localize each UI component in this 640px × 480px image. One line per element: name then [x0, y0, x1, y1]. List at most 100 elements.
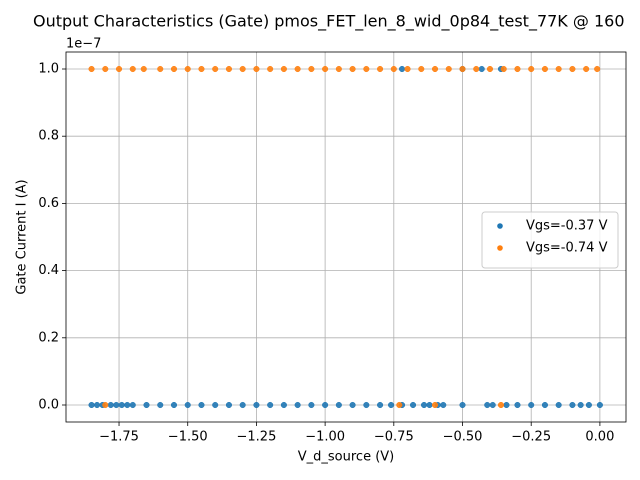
- point: [294, 65, 301, 73]
- point: [473, 65, 480, 73]
- y-tick-label: 1.0: [38, 62, 59, 77]
- point: [585, 401, 592, 409]
- point: [478, 65, 485, 73]
- point: [486, 65, 494, 73]
- x-tick-label: −1.25: [237, 430, 277, 445]
- point: [528, 401, 535, 409]
- point: [569, 401, 576, 409]
- point: [440, 401, 447, 409]
- point: [396, 401, 403, 409]
- y-tick-label: 0.8: [38, 129, 59, 144]
- point: [514, 401, 521, 409]
- point: [497, 401, 505, 409]
- point: [555, 65, 562, 73]
- x-tick-label: −1.75: [99, 430, 139, 445]
- plot-frame: [65, 51, 627, 423]
- point: [484, 401, 491, 409]
- point: [541, 65, 548, 73]
- point: [239, 65, 246, 73]
- point: [170, 401, 178, 409]
- point: [115, 65, 123, 73]
- point: [569, 65, 576, 73]
- point: [459, 65, 466, 73]
- x-tick-label: −1.00: [305, 430, 345, 445]
- point: [489, 401, 496, 409]
- legend-box: [481, 211, 619, 269]
- point: [514, 65, 521, 73]
- point: [157, 401, 164, 409]
- point: [267, 401, 274, 409]
- point: [431, 65, 439, 73]
- legend-label: Vgs=-0.74 V: [526, 241, 608, 256]
- point: [212, 401, 219, 409]
- point: [308, 401, 315, 409]
- point: [280, 401, 287, 409]
- point: [129, 401, 136, 409]
- point: [294, 401, 301, 409]
- point: [113, 401, 120, 409]
- point: [170, 65, 178, 73]
- point: [102, 401, 109, 409]
- point: [184, 401, 191, 409]
- point: [198, 65, 205, 73]
- point: [349, 401, 356, 409]
- point: [500, 65, 507, 73]
- point: [88, 65, 95, 73]
- y-tick-label: 0.6: [38, 196, 59, 211]
- point: [377, 65, 384, 73]
- point: [596, 401, 603, 409]
- point: [420, 401, 428, 409]
- y-tick-label: 0.0: [38, 397, 59, 412]
- point: [418, 65, 425, 73]
- point: [503, 401, 510, 409]
- point: [225, 401, 232, 409]
- point: [583, 65, 590, 73]
- point: [409, 401, 417, 409]
- point: [594, 65, 601, 73]
- point: [107, 401, 114, 409]
- point: [94, 401, 101, 409]
- y-tick-label: 0.2: [38, 330, 59, 345]
- legend-marker: [497, 245, 503, 251]
- point: [363, 401, 370, 409]
- x-tick-label: −0.25: [511, 430, 551, 445]
- point: [280, 65, 287, 73]
- point: [143, 401, 150, 409]
- x-axis-label: V_d_source (V): [298, 450, 394, 465]
- legend-label: Vgs=-0.37 V: [526, 219, 608, 234]
- point: [129, 65, 136, 73]
- point: [102, 65, 109, 73]
- point: [399, 65, 406, 73]
- point: [459, 401, 466, 409]
- chart-title: Output Characteristics (Gate) pmos_FET_l…: [33, 12, 625, 32]
- point: [445, 65, 452, 73]
- x-tick-label: 0.00: [585, 430, 614, 445]
- point: [404, 65, 411, 73]
- point: [140, 65, 147, 73]
- point: [349, 65, 356, 73]
- point: [377, 401, 384, 409]
- point: [239, 401, 246, 409]
- point: [431, 401, 439, 409]
- point: [308, 65, 315, 73]
- point: [212, 65, 219, 73]
- point: [118, 401, 125, 409]
- y-offset-label: 1e−7: [66, 37, 101, 52]
- point: [124, 401, 131, 409]
- point: [322, 65, 329, 73]
- point: [253, 65, 260, 73]
- legend-marker: [497, 223, 503, 229]
- x-tick-label: −1.50: [168, 430, 208, 445]
- point: [267, 65, 274, 73]
- point: [198, 401, 205, 409]
- point: [253, 401, 260, 409]
- point: [388, 401, 395, 409]
- point: [88, 401, 95, 409]
- point: [335, 401, 342, 409]
- point: [335, 65, 342, 73]
- point: [363, 65, 370, 73]
- point: [541, 401, 548, 409]
- point: [577, 401, 584, 409]
- point: [390, 65, 397, 73]
